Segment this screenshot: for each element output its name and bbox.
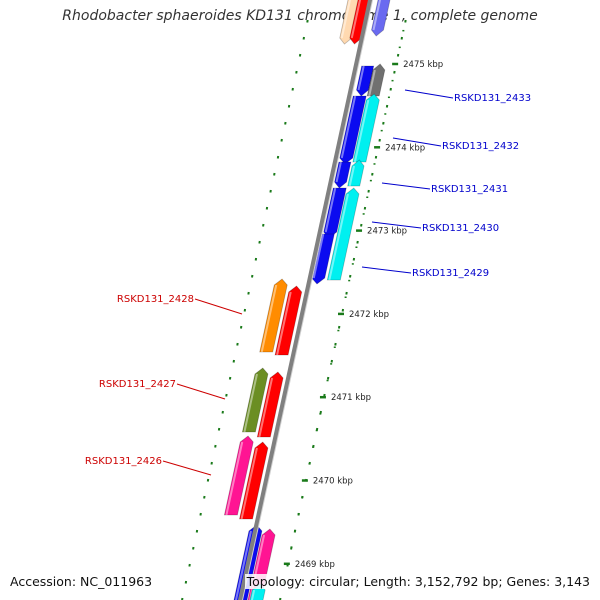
gene-feature[interactable] <box>356 65 375 97</box>
gene-feature[interactable] <box>326 187 360 281</box>
gene-highlight <box>340 95 357 159</box>
gene-highlight <box>340 0 352 39</box>
gene-label[interactable]: RSKD131_2433 <box>454 93 531 104</box>
gene-highlight <box>357 65 365 91</box>
gene-highlight <box>234 530 252 600</box>
gene-highlight <box>324 187 337 233</box>
gene-feature[interactable] <box>339 95 367 165</box>
gene-feature[interactable] <box>349 0 372 45</box>
gene-highlight <box>353 99 370 163</box>
gene-highlight <box>328 193 349 281</box>
gene-feature[interactable] <box>371 0 393 37</box>
backbone-line <box>237 0 373 600</box>
gene-feature[interactable] <box>256 371 284 438</box>
gene-highlight <box>276 291 292 356</box>
gene-leader-line <box>162 460 212 476</box>
kbp-ticks: 2475 kbp 2474 kbp 2473 kbp 2472 kbp 2471 kbp… <box>283 29 443 570</box>
gene-feature[interactable] <box>334 161 352 189</box>
gene-highlight <box>312 233 325 279</box>
accession-text: Accession: NC_011963 <box>8 574 155 589</box>
gene-label[interactable]: RSKD131_2431 <box>431 184 508 195</box>
gene-leader-line <box>176 383 226 400</box>
gene-label[interactable]: RSKD131_2429 <box>412 268 489 279</box>
map-title: Rhodobacter sphaeroides KD131 chromosome… <box>62 8 538 24</box>
gene-highlight <box>240 447 258 520</box>
gene-label[interactable]: RSKD131_2430 <box>422 223 499 234</box>
gene-feature[interactable] <box>366 63 386 97</box>
gene-highlight <box>348 165 356 187</box>
gene-leader-line <box>361 266 412 274</box>
backbone <box>237 0 374 600</box>
gene-feature[interactable] <box>347 159 365 187</box>
gene-highlight <box>225 441 244 516</box>
gene-leader-line <box>371 221 422 229</box>
gene-feature[interactable] <box>339 0 362 45</box>
gene-feature[interactable] <box>259 278 288 353</box>
gene-highlight <box>250 589 256 600</box>
gene-highlight <box>368 69 376 97</box>
tick-label: 2475 kbp <box>403 60 443 70</box>
dotted-guides <box>181 19 407 600</box>
summary-text: Topology: circular; Length: 3,152,792 bp… <box>244 574 592 589</box>
gene-feature[interactable] <box>239 441 269 520</box>
gene-highlight <box>258 377 274 438</box>
tick-label: 2470 kbp <box>313 477 353 487</box>
gene-feature[interactable] <box>274 285 303 356</box>
gene-label[interactable]: RSKD131_2426 <box>85 456 162 467</box>
gene-highlight <box>243 373 258 433</box>
gene-label[interactable]: RSKD131_2432 <box>442 141 519 152</box>
gene-feature[interactable] <box>241 367 269 433</box>
tick-label: 2469 kbp <box>295 560 335 570</box>
tick-label: 2474 kbp <box>385 143 425 153</box>
gene-features <box>223 0 393 600</box>
gene-leader-line <box>404 89 454 99</box>
gene-highlight <box>248 534 266 600</box>
gene-feature[interactable] <box>223 435 254 516</box>
gene-highlight <box>335 161 342 183</box>
gene-highlight <box>372 0 382 31</box>
gene-leader-line <box>194 298 243 315</box>
tick-label: 2473 kbp <box>367 227 407 237</box>
gene-label[interactable]: RSKD131_2428 <box>117 294 194 305</box>
gene-label[interactable]: RSKD131_2427 <box>99 379 176 390</box>
gene-highlight <box>350 0 362 39</box>
tick-label: 2471 kbp <box>331 393 371 403</box>
gene-leader-line <box>381 182 431 190</box>
gene-highlight <box>260 284 278 353</box>
gene-feature[interactable] <box>352 93 380 163</box>
tick-label: 2472 kbp <box>349 310 389 320</box>
gene-leader-line <box>392 137 442 147</box>
gene-labels: RSKD131_2433 RSKD131_2432 RSKD131_2431 RSKD… <box>85 89 531 476</box>
